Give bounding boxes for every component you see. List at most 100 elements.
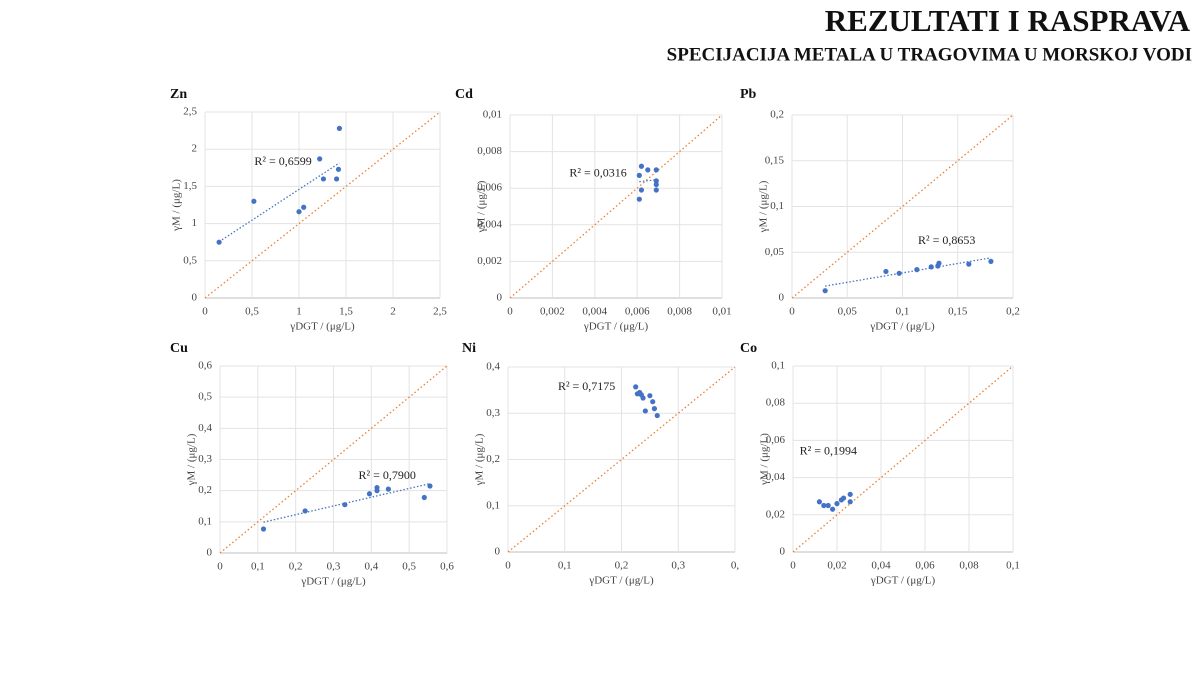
data-point [653, 178, 659, 184]
y-tick-label: 0,006 [477, 182, 502, 194]
x-tick-label: 0,05 [838, 306, 858, 318]
x-tick-label: 2 [390, 306, 396, 318]
x-tick-label: 0,4 [364, 561, 378, 573]
data-point [640, 395, 646, 401]
data-point [636, 196, 642, 202]
data-point [336, 125, 343, 131]
y-axis-label: γM / (μg/L) [476, 180, 488, 233]
chart-title: Pb [740, 87, 757, 102]
data-point [633, 384, 639, 390]
trendline [218, 162, 340, 243]
data-point [385, 486, 391, 492]
y-tick-label: 0,5 [198, 391, 212, 403]
y-tick-label: 0,008 [477, 145, 502, 157]
x-axis-label: γDGT / (μg/L) [583, 321, 649, 333]
data-point [936, 260, 942, 266]
data-point [216, 239, 222, 245]
y-tick-label: 0,02 [766, 508, 785, 520]
data-point [645, 167, 651, 173]
x-tick-label: 0,1 [558, 560, 572, 572]
x-tick-label: 0 [507, 306, 513, 318]
y-tick-label: 0 [780, 546, 786, 558]
data-point [647, 393, 653, 399]
data-point [320, 176, 327, 182]
data-point [334, 176, 340, 182]
y-tick-label: 1 [192, 217, 198, 229]
x-axis-label: γDGT / (μg/L) [588, 575, 654, 587]
r-squared: R² = 0,0316 [569, 165, 626, 179]
y-tick-label: 2 [192, 143, 198, 155]
chart-title: Co [740, 341, 757, 356]
y-tick-label: 0 [779, 292, 785, 304]
data-point [966, 261, 972, 267]
data-point [914, 267, 920, 273]
data-point [366, 491, 373, 497]
data-point [653, 181, 659, 188]
x-tick-label: 0,008 [667, 306, 692, 318]
data-point [816, 499, 823, 505]
y-axis-label: γM / (μg/L) [171, 179, 183, 232]
y-tick-label: 0,1 [770, 200, 784, 212]
identity-line [792, 365, 1014, 553]
y-tick-label: 0,4 [486, 361, 500, 373]
x-tick-label: 0,2 [289, 561, 303, 573]
data-point [822, 288, 828, 294]
y-tick-label: 0,6 [198, 360, 212, 372]
data-point [296, 209, 302, 215]
data-point [301, 204, 307, 210]
y-tick-label: 0,4 [198, 422, 212, 434]
chart-title: Ni [462, 341, 476, 356]
trendline [263, 482, 431, 523]
data-point [374, 484, 380, 491]
y-tick-label: 2,5 [183, 106, 197, 118]
x-tick-label: 0,01 [712, 306, 731, 318]
x-tick-label: 0,06 [915, 560, 935, 572]
data-point [260, 526, 267, 532]
data-point [825, 502, 831, 509]
y-tick-label: 0,2 [770, 109, 784, 121]
slide-subtitle: SPECIJACIJA METALA U TRAGOVIMA U MORSKOJ… [667, 44, 1192, 65]
x-tick-label: 0,5 [245, 306, 259, 318]
trendline [825, 257, 992, 287]
data-point [342, 502, 348, 508]
data-point [830, 506, 836, 512]
y-tick-label: 0,3 [198, 453, 212, 465]
x-tick-label: 0,2 [1006, 306, 1020, 318]
x-tick-label: 0,5 [402, 561, 416, 573]
y-tick-label: 0,1 [771, 360, 785, 372]
y-tick-label: 0,08 [766, 397, 786, 409]
x-tick-label: 0,02 [827, 560, 846, 572]
x-tick-label: 0,006 [625, 306, 650, 318]
data-point [847, 491, 853, 497]
x-tick-label: 0,3 [671, 560, 685, 572]
data-point [650, 399, 656, 405]
y-tick-label: 0,1 [198, 515, 212, 527]
identity-line [509, 114, 723, 299]
x-tick-label: 0, [731, 560, 740, 572]
data-point [928, 264, 934, 270]
data-point [638, 163, 645, 169]
data-point [651, 406, 658, 412]
x-tick-label: 0 [789, 306, 795, 318]
x-tick-label: 0,1 [251, 561, 265, 573]
x-tick-label: 0,15 [948, 306, 968, 318]
data-point [638, 187, 645, 193]
y-tick-label: 0,2 [486, 453, 500, 465]
y-axis-label: γM / (μg/L) [759, 433, 771, 486]
r-squared: R² = 0,7175 [558, 379, 615, 393]
data-point [653, 167, 659, 173]
x-axis-label: γDGT / (μg/L) [870, 575, 936, 587]
y-tick-label: 0,5 [183, 254, 197, 266]
data-point [251, 198, 257, 204]
data-point [896, 270, 902, 276]
x-axis-label: γDGT / (μg/L) [300, 576, 366, 588]
y-tick-label: 0,15 [765, 154, 785, 166]
r-squared: R² = 0,1994 [800, 443, 857, 457]
y-tick-label: 0,06 [766, 434, 786, 446]
r-squared: R² = 0,7900 [358, 468, 415, 482]
x-tick-label: 0 [505, 560, 511, 572]
y-tick-label: 0,3 [486, 407, 500, 419]
x-tick-label: 0,08 [959, 560, 979, 572]
x-axis-label: γDGT / (μg/L) [869, 321, 935, 333]
